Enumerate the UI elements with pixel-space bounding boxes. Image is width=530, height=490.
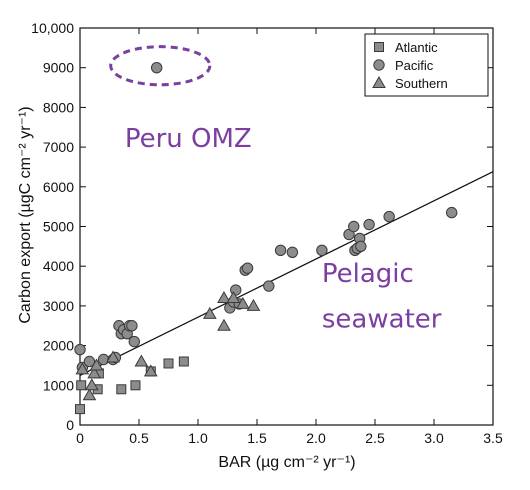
y-tick-label: 10,000 (31, 20, 74, 36)
data-point-pacific (286, 246, 299, 259)
y-tick-label: 8000 (43, 99, 74, 115)
data-point-atlantic (116, 384, 127, 395)
y-tick-label: 5000 (43, 219, 74, 235)
x-tick-label: 0.5 (129, 430, 149, 446)
data-point-southern (226, 290, 241, 303)
data-point-pacific (348, 220, 360, 233)
data-point-atlantic (130, 380, 141, 391)
data-point-southern (235, 296, 250, 309)
data-point-southern (217, 290, 231, 303)
y-tick-label: 3000 (43, 298, 74, 314)
data-point-pacific (97, 353, 110, 366)
data-point-pacific (383, 210, 395, 223)
y-tick-label: 1000 (43, 377, 74, 393)
data-point-southern (89, 358, 104, 371)
plot-area: 0 0.5 1.0 1.5 2.0 2.5 3.0 3.5 0 1000 2000 3000 4000 5… (31, 20, 503, 446)
data-point-southern (143, 364, 158, 377)
x-tick-label: 3.5 (483, 430, 503, 446)
data-point-atlantic (163, 358, 174, 369)
data-point-southern (75, 362, 90, 375)
legend-box (364, 33, 489, 97)
legend-label-atlantic: Atlantic (395, 40, 438, 55)
data-point-pacific (363, 218, 375, 231)
data-point-southern (106, 350, 120, 363)
y-tick-label: 0 (66, 417, 74, 433)
x-tick-label: 2.0 (306, 430, 326, 446)
x-tick-label: 0 (76, 430, 84, 446)
regression-line (79, 171, 494, 376)
peru-omz-highlight-ellipse (109, 45, 212, 87)
data-point-southern (82, 388, 97, 401)
data-point-atlantic (75, 404, 85, 415)
data-point-pacific (446, 206, 458, 219)
data-point-pacific (83, 355, 96, 368)
x-tick-label: 2.5 (365, 430, 385, 446)
data-point-pacific (274, 244, 287, 257)
data-point-pacific (241, 262, 254, 274)
data-point-pacific (263, 280, 275, 292)
data-point-pacific (126, 320, 138, 332)
x-tick-label: 1.5 (247, 430, 267, 446)
legend-label-pacific: Pacific (395, 58, 434, 73)
y-tick-label: 7000 (43, 139, 74, 155)
data-point-pacific (74, 343, 86, 356)
data-point-atlantic (178, 356, 189, 367)
annotation-seawater: seawater (322, 305, 442, 335)
data-point-atlantic (76, 380, 87, 391)
legend-label-southern: Southern (395, 76, 448, 91)
data-point-southern (87, 366, 102, 379)
data-point-southern (84, 378, 99, 391)
y-tick-label: 4000 (43, 258, 74, 274)
data-point-southern (246, 298, 261, 311)
y-axis-title: Carbon export (µgC cm⁻² yr⁻¹) (17, 106, 34, 323)
data-point-southern (134, 354, 149, 367)
y-tick-label: 2000 (43, 338, 74, 354)
x-axis-title: BAR (µg cm⁻² yr⁻¹) (218, 454, 355, 471)
x-tick-label: 3.0 (424, 430, 444, 446)
data-point-pacific (355, 240, 367, 253)
y-tick-label: 9000 (43, 60, 74, 76)
data-point-southern (202, 306, 217, 319)
data-point-southern (217, 318, 231, 331)
y-tick-label: 6000 (43, 179, 74, 195)
legend-marker-southern (372, 75, 386, 88)
legend-marker-pacific (373, 59, 385, 71)
data-point-pacific (316, 244, 328, 257)
legend-marker-atlantic (374, 42, 384, 52)
x-tick-label: 1.0 (188, 430, 208, 446)
annotation-peru-omz: Peru OMZ (125, 124, 252, 154)
data-point-pacific (128, 335, 140, 348)
data-point-pacific (151, 61, 163, 74)
annotation-pelagic: Pelagic (322, 259, 414, 289)
